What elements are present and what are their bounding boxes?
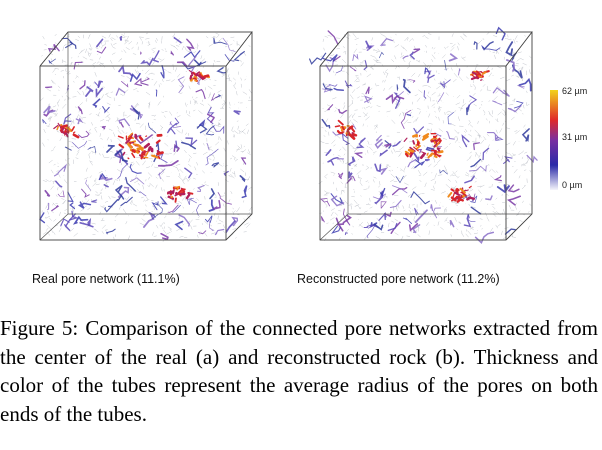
reconstructed-pore-network-render xyxy=(298,18,548,258)
colorbar-gradient xyxy=(550,90,558,190)
figure-caption: Figure 5: Comparison of the connected po… xyxy=(0,316,598,426)
pore-network-cube-a xyxy=(39,30,253,242)
colorbar-max-label: 62 µm xyxy=(562,86,588,96)
radius-colorbar: 62 µm 31 µm 0 µm xyxy=(550,86,590,196)
colorbar-min-label: 0 µm xyxy=(562,180,583,190)
real-pore-network-render xyxy=(18,18,268,258)
figure-5: Real pore network (11.1%) Reconstructed … xyxy=(18,18,590,286)
colorbar-mid-label: 31 µm xyxy=(562,132,588,142)
panel-b-caption: Reconstructed pore network (11.2%) xyxy=(297,272,500,286)
panel-a-caption: Real pore network (11.1%) xyxy=(32,272,180,286)
pore-network-cube-b xyxy=(309,26,538,244)
